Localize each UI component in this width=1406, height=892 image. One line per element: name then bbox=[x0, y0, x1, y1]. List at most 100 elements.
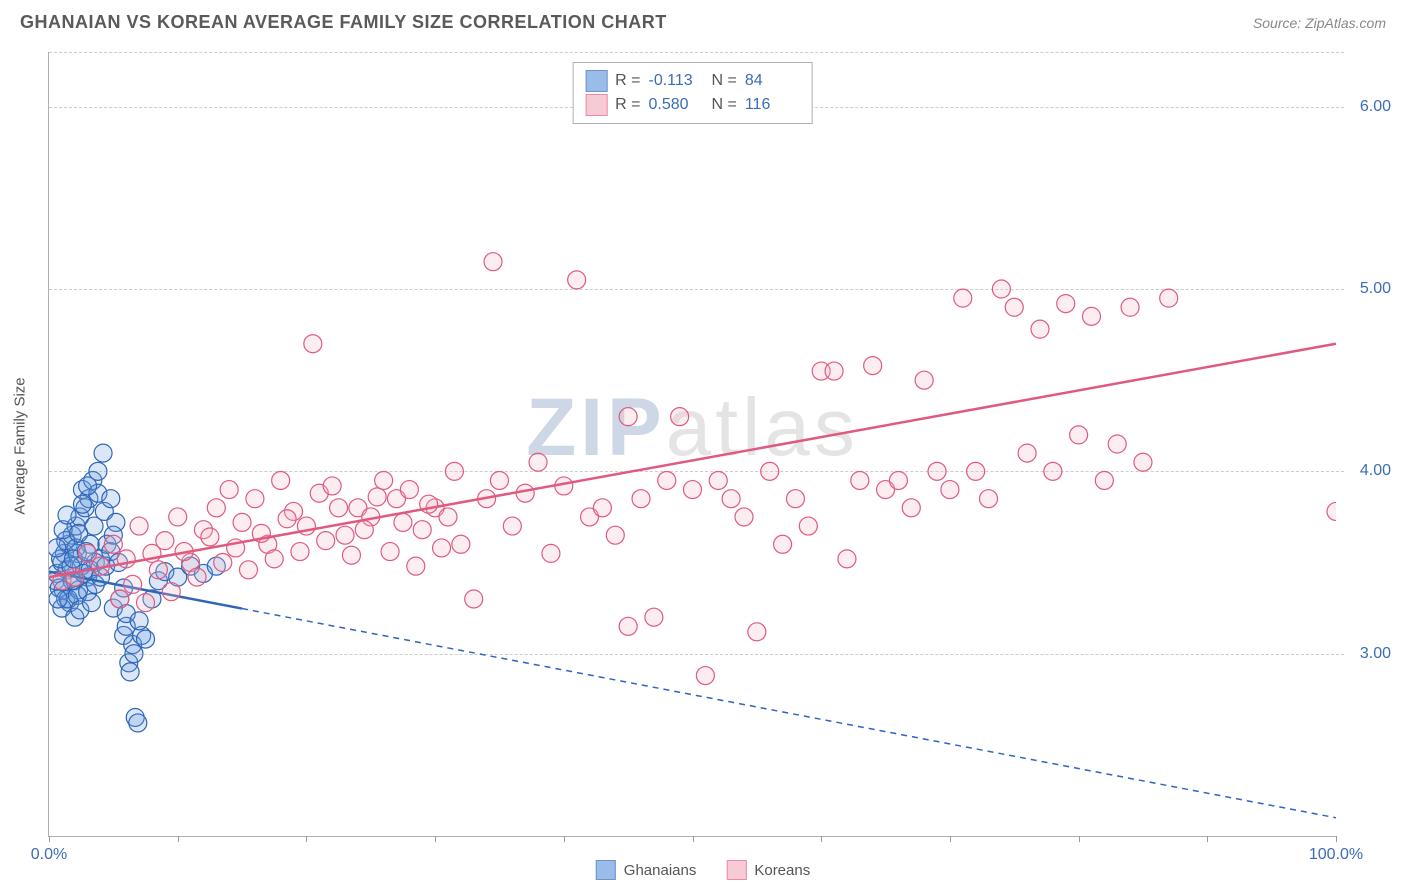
data-point bbox=[291, 543, 309, 561]
data-point bbox=[452, 535, 470, 553]
data-point bbox=[73, 495, 91, 513]
data-point bbox=[278, 510, 296, 528]
data-point bbox=[129, 714, 147, 732]
data-point bbox=[658, 471, 676, 489]
legend-item: Koreans bbox=[726, 860, 810, 880]
data-point bbox=[239, 561, 257, 579]
data-point bbox=[188, 568, 206, 586]
correlation-info-box: R = -0.113 N = 84 R = 0.580 N = 116 bbox=[572, 62, 813, 124]
data-point bbox=[220, 481, 238, 499]
data-point bbox=[1327, 502, 1336, 520]
data-point bbox=[799, 517, 817, 535]
data-point bbox=[330, 499, 348, 517]
data-point bbox=[381, 543, 399, 561]
data-point bbox=[684, 481, 702, 499]
data-point bbox=[503, 517, 521, 535]
data-point bbox=[1005, 298, 1023, 316]
data-point bbox=[439, 508, 457, 526]
data-point bbox=[214, 554, 232, 572]
data-point bbox=[94, 444, 112, 462]
data-point bbox=[748, 623, 766, 641]
x-tick-label: 0.0% bbox=[31, 846, 67, 864]
data-point bbox=[1160, 289, 1178, 307]
legend-swatch bbox=[596, 860, 616, 880]
legend-label: Koreans bbox=[754, 862, 810, 879]
data-point bbox=[355, 521, 373, 539]
chart-plot-area: ZIPatlas R = -0.113 N = 84 R = 0.580 N =… bbox=[48, 52, 1336, 837]
data-point bbox=[761, 462, 779, 480]
y-tick-label: 4.00 bbox=[1360, 462, 1391, 480]
data-point bbox=[400, 481, 418, 499]
data-point bbox=[102, 490, 120, 508]
data-point bbox=[980, 490, 998, 508]
data-point bbox=[928, 462, 946, 480]
data-point bbox=[433, 539, 451, 557]
data-point bbox=[954, 289, 972, 307]
data-point bbox=[1018, 444, 1036, 462]
legend-swatch bbox=[585, 94, 607, 116]
data-point bbox=[58, 506, 76, 524]
data-point bbox=[407, 557, 425, 575]
data-point bbox=[82, 594, 100, 612]
data-point bbox=[825, 362, 843, 380]
source-attribution: Source: ZipAtlas.com bbox=[1253, 15, 1386, 31]
data-point bbox=[786, 490, 804, 508]
data-point bbox=[207, 499, 225, 517]
data-point bbox=[394, 513, 412, 531]
data-point bbox=[774, 535, 792, 553]
data-point bbox=[336, 526, 354, 544]
n-value: 84 bbox=[745, 72, 800, 90]
chart-title: GHANAIAN VS KOREAN AVERAGE FAMILY SIZE C… bbox=[20, 12, 667, 33]
data-point bbox=[111, 590, 129, 608]
data-point bbox=[1121, 298, 1139, 316]
data-point bbox=[484, 253, 502, 271]
data-point bbox=[272, 471, 290, 489]
info-row: R = 0.580 N = 116 bbox=[585, 93, 800, 117]
data-point bbox=[104, 535, 122, 553]
n-label: N = bbox=[712, 72, 737, 90]
data-point bbox=[137, 630, 155, 648]
data-point bbox=[619, 408, 637, 426]
x-tick bbox=[435, 836, 436, 842]
data-point bbox=[568, 271, 586, 289]
data-point bbox=[375, 471, 393, 489]
legend-swatch bbox=[726, 860, 746, 880]
info-row: R = -0.113 N = 84 bbox=[585, 69, 800, 93]
legend-swatch bbox=[585, 70, 607, 92]
data-point bbox=[593, 499, 611, 517]
y-tick-label: 5.00 bbox=[1360, 280, 1391, 298]
data-point bbox=[121, 663, 139, 681]
data-point bbox=[992, 280, 1010, 298]
x-tick-label: 100.0% bbox=[1309, 846, 1363, 864]
data-point bbox=[1108, 435, 1126, 453]
data-point bbox=[1070, 426, 1088, 444]
data-point bbox=[889, 471, 907, 489]
data-point bbox=[413, 521, 431, 539]
legend-item: Ghanaians bbox=[596, 860, 697, 880]
data-point bbox=[696, 667, 714, 685]
x-tick bbox=[1207, 836, 1208, 842]
data-point bbox=[169, 508, 187, 526]
n-value: 116 bbox=[745, 96, 800, 114]
data-point bbox=[735, 508, 753, 526]
data-point bbox=[967, 462, 985, 480]
y-tick-label: 3.00 bbox=[1360, 645, 1391, 663]
data-point bbox=[70, 524, 88, 542]
data-point bbox=[49, 590, 67, 608]
data-point bbox=[915, 371, 933, 389]
data-point bbox=[542, 544, 560, 562]
data-point bbox=[671, 408, 689, 426]
data-point bbox=[619, 617, 637, 635]
data-point bbox=[606, 526, 624, 544]
data-point bbox=[125, 645, 143, 663]
legend-label: Ghanaians bbox=[624, 862, 697, 879]
data-point bbox=[49, 539, 66, 557]
data-point bbox=[709, 471, 727, 489]
data-point bbox=[941, 481, 959, 499]
data-point bbox=[79, 477, 97, 495]
data-point bbox=[838, 550, 856, 568]
trend-line-dashed bbox=[242, 609, 1336, 818]
data-point bbox=[368, 488, 386, 506]
x-tick bbox=[821, 836, 822, 842]
data-point bbox=[149, 561, 167, 579]
